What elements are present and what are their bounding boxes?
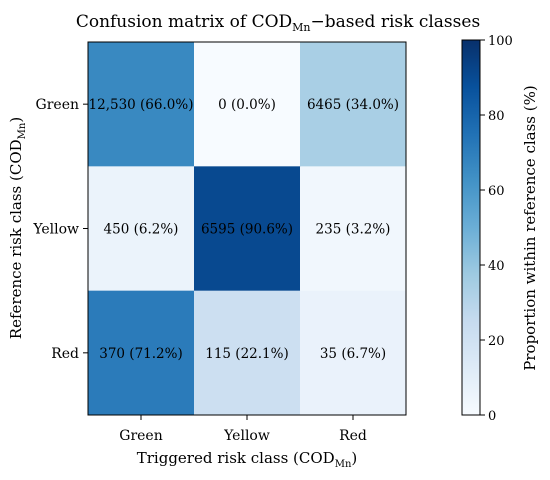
y-axis-label: Reference risk class (CODMn) xyxy=(7,117,28,339)
y-axis-label-subscript: Mn xyxy=(17,122,28,139)
cell-value-label: 0 (0.0%) xyxy=(218,97,276,113)
heatmap-cell xyxy=(194,290,301,416)
chart-title-main: Confusion matrix of COD xyxy=(76,12,292,32)
heatmap-cell xyxy=(300,166,407,292)
cell-value-label: 35 (6.7%) xyxy=(320,346,386,362)
heatmap-cell xyxy=(194,166,301,292)
x-tick-label: Yellow xyxy=(223,428,270,444)
x-axis-label-subscript: Mn xyxy=(335,459,352,470)
colorbar-tick-label: 20 xyxy=(488,334,505,349)
chart-title-subscript: Mn xyxy=(292,21,310,34)
colorbar-tick-label: 100 xyxy=(488,34,513,49)
cell-value-label: 115 (22.1%) xyxy=(205,346,288,362)
chart-title: Confusion matrix of CODMn−based risk cla… xyxy=(76,12,480,34)
cell-value-label: 6595 (90.6%) xyxy=(201,222,293,238)
x-tick-label: Green xyxy=(119,428,162,444)
heatmap-cell xyxy=(88,42,195,167)
colorbar-tick-label: 60 xyxy=(488,184,505,199)
heatmap-cell xyxy=(88,166,195,292)
y-tick-label: Yellow xyxy=(32,222,79,238)
heatmap-cell-labels: 12,530 (66.0%) 0 (0.0%) 6465 (34.0%) 450 (6… xyxy=(89,97,400,362)
x-axis-ticks: Green Yellow Red xyxy=(119,415,367,444)
cell-value-label: 12,530 (66.0%) xyxy=(89,97,194,113)
colorbar-tick-label: 0 xyxy=(488,409,496,424)
y-tick-label: Red xyxy=(51,346,79,362)
heatmap-cell xyxy=(300,290,407,416)
heatmap-cell xyxy=(194,42,301,167)
y-axis-label-main: Reference risk class (COD xyxy=(7,139,25,339)
x-axis-label-main: Triggered risk class (COD xyxy=(137,449,335,467)
colorbar-tick-label: 40 xyxy=(488,259,505,274)
colorbar-ticks: 0 20 40 60 80 100 xyxy=(480,34,513,424)
cell-value-label: 370 (71.2%) xyxy=(99,346,182,362)
y-axis-label-tail: ) xyxy=(7,117,25,123)
heatmap-cell xyxy=(300,42,407,167)
colorbar xyxy=(461,39,481,416)
cell-value-label: 235 (3.2%) xyxy=(316,222,391,238)
x-axis-label-tail: ) xyxy=(351,449,357,467)
cell-value-label: 6465 (34.0%) xyxy=(307,97,399,113)
cell-value-label: 450 (6.2%) xyxy=(104,222,179,238)
x-axis-label: Triggered risk class (CODMn) xyxy=(137,449,358,470)
y-axis-ticks: Green Yellow Red xyxy=(32,97,88,362)
x-tick-label: Red xyxy=(339,428,367,444)
y-tick-label: Green xyxy=(36,97,79,113)
heatmap-cell xyxy=(88,290,195,416)
colorbar-tick-label: 80 xyxy=(488,109,505,124)
chart-title-tail: −based risk classes xyxy=(311,12,481,32)
heatmap-cells xyxy=(88,42,407,416)
colorbar-label: Proportion within reference class (%) xyxy=(521,85,539,370)
